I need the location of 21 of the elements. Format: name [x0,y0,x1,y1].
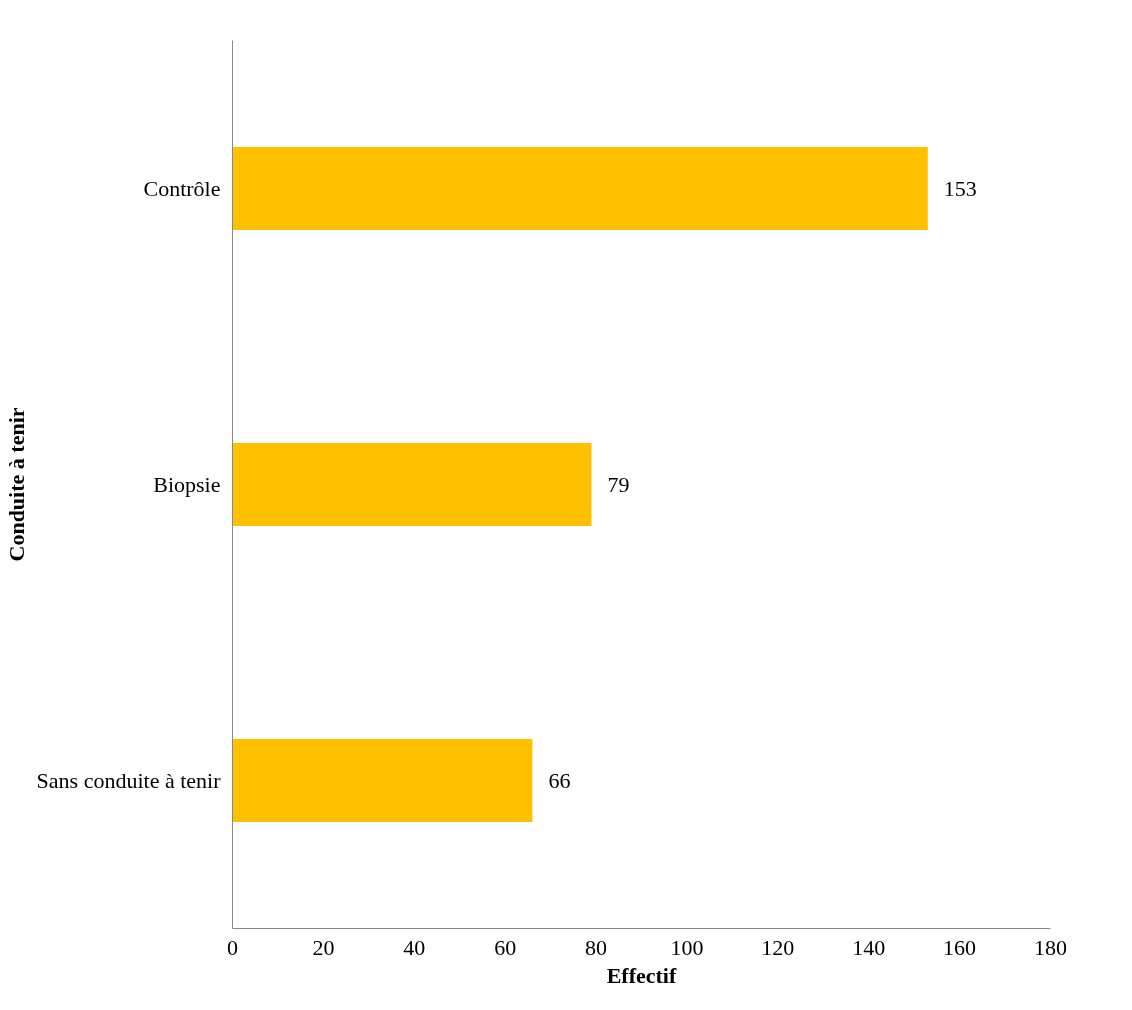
x-tick-label: 180 [1034,934,1067,960]
y-tick-label: Sans conduite à tenir [36,768,222,793]
x-tick-label: 60 [494,934,517,960]
data-label: 66 [548,767,571,793]
x-tick-label: 140 [852,934,886,960]
y-tick-label: Contrôle [143,176,221,201]
x-tick-label: 20 [312,934,335,960]
y-axis-title: Conduite à tenir [3,407,29,562]
x-axis-title: Effectif [606,962,677,988]
x-tick-label: 160 [943,934,977,960]
x-tick-label: 0 [227,934,238,960]
x-tick-label: 100 [670,934,704,960]
x-tick-label: 120 [761,934,795,960]
data-label: 79 [607,471,630,497]
x-tick-label: 80 [585,934,608,960]
bar [232,147,928,230]
bar [232,443,592,526]
data-label: 153 [943,175,977,201]
x-tick-label: 40 [403,934,426,960]
y-tick-label: Biopsie [153,472,221,497]
bar [232,739,533,822]
